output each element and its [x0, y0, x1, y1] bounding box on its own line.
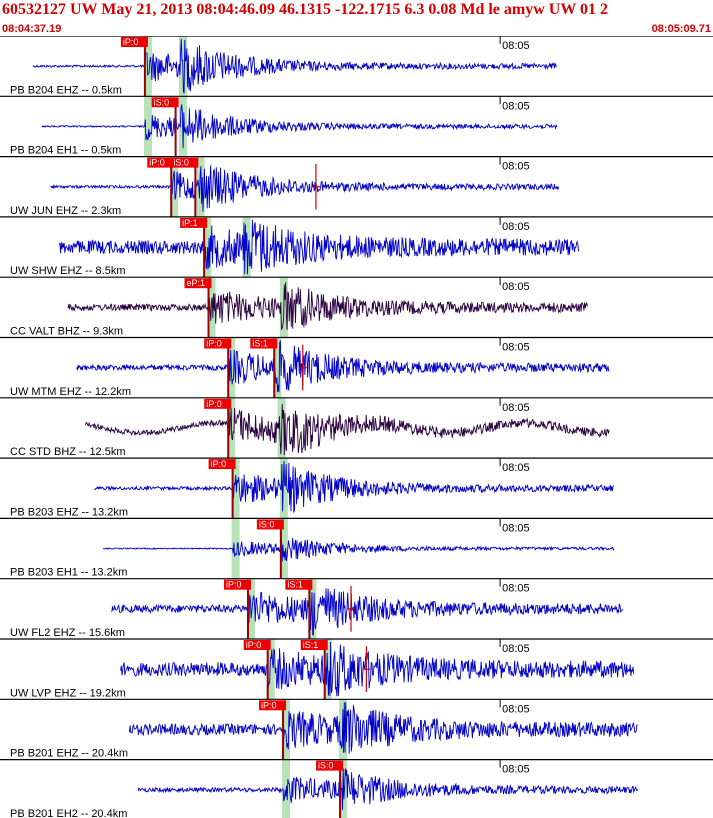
pick-box — [300, 640, 328, 650]
pick-box — [180, 217, 208, 228]
start-time: 08:04:37.19 — [2, 23, 62, 35]
waveform-trace — [32, 38, 557, 94]
pick-label: iS:0 — [173, 158, 189, 168]
waveform-trace — [41, 104, 558, 149]
pick-label: iP:0 — [211, 459, 227, 469]
minute-tick-label: 08:05 — [502, 764, 530, 776]
waveform-trace — [50, 165, 560, 212]
minute-tick-label: 08:05 — [502, 402, 530, 414]
s-window — [279, 458, 288, 519]
waveform-trace — [111, 583, 624, 636]
p-window — [203, 216, 212, 278]
p-window — [143, 36, 152, 97]
pick-label: iS:0 — [318, 761, 334, 771]
channel-label: CC STD BHZ -- 12.5km — [10, 446, 126, 458]
pick-label: iP:0 — [206, 399, 222, 409]
minute-tick-label: 08:05 — [502, 342, 530, 354]
pick-box — [243, 640, 271, 650]
minute-tick-label: 08:05 — [502, 703, 530, 715]
minute-tick-label: 08:05 — [502, 100, 530, 112]
minute-tick-label: 08:05 — [502, 643, 530, 655]
pick-box — [285, 579, 313, 590]
pick-label: iP:0 — [206, 339, 222, 349]
header: 60532127 UW May 21, 2013 08:04:46.09 46.… — [0, 0, 713, 36]
waveform-trace — [128, 702, 638, 754]
minute-tick-label: 08:05 — [502, 281, 530, 293]
p-window — [143, 96, 152, 157]
channel-label: PB B204 EH1 -- 0.5km — [10, 145, 121, 157]
channel-label: PB B201 EHZ -- 20.4km — [10, 748, 128, 760]
pick-box — [204, 398, 232, 409]
channel-label: CC VALT BHZ -- 9.3km — [10, 326, 123, 338]
pick-label: iS:1 — [252, 339, 268, 349]
pick-box — [256, 519, 284, 530]
pick-label: iP:0 — [261, 700, 277, 710]
minute-tick-label: 08:05 — [502, 583, 530, 595]
p-window — [170, 156, 179, 217]
event-title: 60532127 UW May 21, 2013 08:04:46.09 46.… — [2, 1, 609, 18]
pick-label: iS:0 — [259, 519, 275, 529]
waveform-trace — [67, 282, 588, 330]
minute-tick-label: 08:05 — [502, 40, 530, 52]
channel-label: PB B203 EH1 -- 13.2km — [10, 567, 127, 579]
channel-label: PB B201 EH2 -- 20.4km — [10, 808, 127, 818]
waveform-trace — [103, 537, 615, 562]
pick-label: eP:1 — [187, 278, 206, 288]
pick-label: iS:0 — [154, 97, 170, 107]
channel-label: UW MTM EHZ -- 12.2km — [10, 386, 131, 398]
pick-label: iP:0 — [123, 37, 139, 47]
pick-label: iP:0 — [149, 158, 165, 168]
s-window — [279, 518, 288, 579]
p-window — [266, 639, 275, 700]
waveform-trace — [85, 403, 610, 456]
p-window — [231, 518, 240, 579]
pick-box — [184, 278, 212, 289]
channel-label: UW FL2 EHZ -- 15.6km — [10, 627, 125, 639]
pick-box — [223, 579, 251, 590]
channel-label: UW SHW EHZ -- 8.5km — [10, 265, 126, 277]
pick-box — [316, 760, 344, 771]
end-time: 08:05:09.71 — [651, 23, 711, 35]
pick-box — [259, 700, 287, 711]
s-window — [196, 156, 205, 217]
pick-box — [204, 338, 232, 349]
pick-box — [147, 157, 175, 168]
waveform-trace — [94, 461, 615, 514]
channel-label: PB B204 EHZ -- 0.5km — [10, 84, 122, 96]
pick-box — [151, 97, 179, 108]
pick-box — [208, 459, 236, 470]
p-window — [282, 699, 291, 760]
pick-label: iS:1 — [303, 640, 319, 650]
seismogram-plot: 08:05 iP:0 PB B204 EHZ -- 0.5km 08:05 iS:0 PB… — [0, 36, 713, 818]
s-window — [273, 337, 282, 398]
minute-tick-label: 08:05 — [502, 522, 530, 534]
pick-label: iP:0 — [226, 580, 242, 590]
pick-box — [171, 157, 199, 168]
pick-label: iS:1 — [287, 580, 303, 590]
pick-box — [250, 338, 278, 349]
waveform-trace — [137, 768, 639, 811]
minute-tick-label: 08:05 — [502, 462, 530, 474]
minute-tick-label: 08:05 — [502, 221, 530, 233]
pick-label: iP:1 — [182, 218, 198, 228]
waveform-trace — [58, 219, 580, 275]
channel-label: UW JUN EHZ -- 2.3km — [10, 205, 121, 217]
channel-label: UW LVP EHZ -- 19.2km — [10, 687, 126, 699]
waveform-trace — [120, 641, 635, 697]
waveform-trace — [76, 340, 610, 393]
pick-label: iP:0 — [246, 640, 262, 650]
p-window — [231, 458, 240, 519]
channel-label: PB B203 EHZ -- 13.2km — [10, 506, 128, 518]
pick-box — [120, 37, 148, 47]
minute-tick-label: 08:05 — [502, 161, 530, 173]
